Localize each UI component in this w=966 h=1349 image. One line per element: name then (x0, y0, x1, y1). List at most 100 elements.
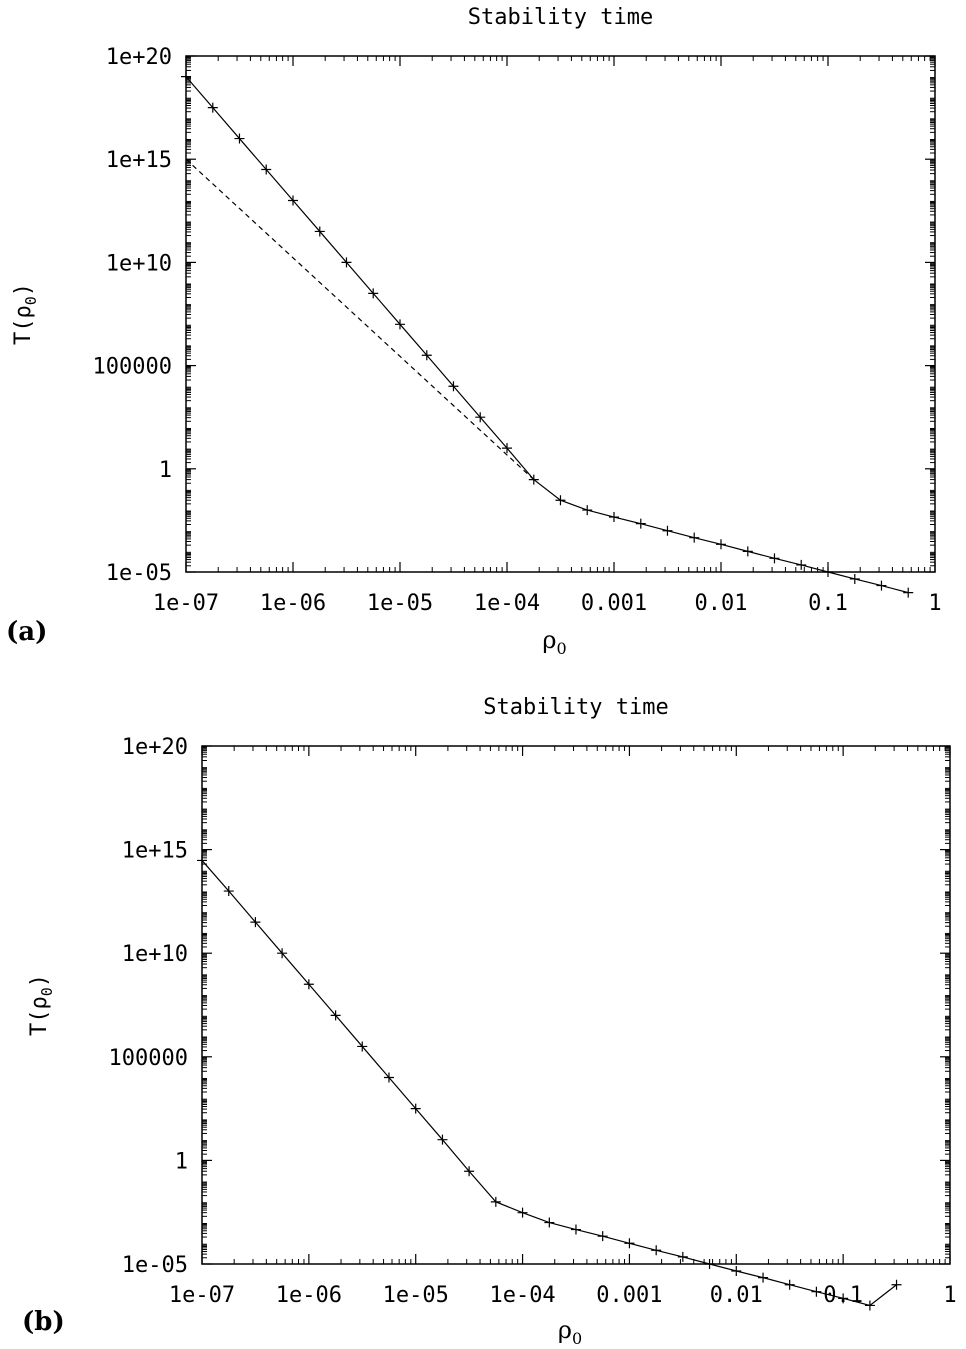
data-point-marker (838, 1293, 849, 1304)
data-point-marker (609, 512, 619, 523)
x-tick-label: 1e-04 (489, 1283, 555, 1308)
x-tick-label: 1e-05 (367, 591, 433, 616)
data-point-marker (528, 474, 539, 485)
y-tick-label: 100000 (109, 1046, 188, 1071)
data-point-marker (811, 1286, 822, 1297)
data-point-marker (368, 288, 379, 299)
series-line-dashed (185, 158, 535, 481)
y-tick-label: 1 (175, 1149, 188, 1174)
x-tick-label: 1e-07 (153, 591, 219, 616)
data-point-marker (555, 495, 566, 506)
x-tick-label: 1e-06 (260, 591, 326, 616)
y-tick-label: 1e+15 (122, 839, 188, 864)
data-point-marker (207, 102, 218, 113)
x-axis-label: ρ0 (558, 1316, 582, 1348)
data-point-marker (903, 587, 914, 598)
data-point-marker (288, 195, 298, 206)
data-point-marker (769, 553, 780, 564)
y-axis-label-base: ρ (27, 996, 52, 1009)
data-point-marker (314, 226, 325, 237)
data-point-marker (784, 1279, 795, 1290)
data-point-marker (277, 948, 288, 959)
data-point-marker (677, 1251, 688, 1262)
x-tick-label: 0.1 (808, 591, 848, 616)
x-tick-label: 1e-05 (383, 1283, 449, 1308)
data-point-marker (517, 1207, 528, 1218)
data-point-marker (410, 1103, 421, 1114)
y-axis-label-sub: 0 (38, 987, 56, 996)
data-point-marker (330, 1010, 341, 1021)
data-point-marker (651, 1245, 662, 1256)
data-point-marker (597, 1231, 608, 1242)
x-axis-label-base: ρ (542, 626, 556, 654)
y-tick-label: 1e-05 (106, 561, 172, 586)
y-tick-label: 1e+15 (106, 148, 172, 173)
data-point-marker (261, 164, 272, 175)
panel-label: (b) (22, 1307, 65, 1337)
y-tick-label: 1e-05 (122, 1253, 188, 1278)
x-axis-label-sub: 0 (572, 1329, 582, 1348)
data-point-marker (891, 1279, 902, 1290)
data-point-marker (341, 257, 352, 268)
panel-label: (a) (6, 617, 47, 647)
series-line-solid (201, 860, 897, 1307)
data-point-marker (197, 855, 207, 866)
data-point-marker (876, 580, 887, 591)
chart-panel-b: 1e-07 1e-06 1e-05 1e-04 0.001 0.01 0.1 11e-0511… (22, 695, 957, 1348)
data-point-marker (758, 1272, 769, 1283)
data-point-marker (437, 1134, 448, 1145)
chart-title: Stability time (483, 695, 668, 720)
chart-panel-a: 1e-07 1e-06 1e-05 1e-04 0.001 0.01 0.1 1 1e-05 1 1… (6, 5, 942, 658)
data-point-marker (662, 525, 673, 536)
data-point-marker (731, 1265, 742, 1276)
series-line-solid (185, 76, 909, 594)
plot-frame (201, 745, 951, 1265)
x-axis-label-base: ρ (558, 1316, 572, 1344)
y-tick-label: 1e+20 (122, 735, 188, 760)
x-tick-label: 0.001 (596, 1283, 662, 1308)
data-point-marker (421, 350, 432, 361)
data-point-marker (716, 539, 726, 550)
x-tick-label: 1 (943, 1283, 956, 1308)
data-point-marker (383, 1072, 394, 1083)
y-tick-label: 1e+10 (122, 942, 188, 967)
data-point-marker (796, 559, 807, 570)
y-axis-label: T(ρ0) (11, 283, 40, 345)
data-point-marker (223, 886, 234, 897)
y-axis-label-sub: 0 (22, 296, 40, 305)
data-point-marker (742, 546, 753, 557)
data-point-marker (357, 1041, 368, 1052)
data-point-marker (464, 1166, 475, 1177)
y-tick-label: 1e+10 (106, 251, 172, 276)
y-axis-label: T(ρ0) (27, 974, 56, 1036)
data-point-marker (502, 443, 512, 454)
y-tick-label: 1e+20 (106, 45, 172, 70)
y-tick-label: 100000 (93, 355, 172, 380)
data-point-marker (490, 1196, 501, 1207)
x-tick-label: 0.01 (710, 1283, 763, 1308)
x-tick-label: 1e-07 (169, 1283, 235, 1308)
x-tick-label: 1e-04 (474, 591, 540, 616)
data-point-marker (395, 319, 405, 330)
data-point-marker (475, 412, 486, 423)
data-point-marker (823, 567, 833, 577)
x-axis-label: ρ0 (542, 626, 566, 658)
y-axis-label-prefix: T( (11, 319, 36, 346)
chart-title: Stability time (468, 5, 653, 30)
data-point-marker (448, 381, 459, 392)
data-point-marker (704, 1259, 715, 1269)
x-tick-label: 0.01 (695, 591, 748, 616)
data-point-marker (303, 979, 314, 990)
data-point-marker (624, 1238, 635, 1249)
x-tick-label: 1 (928, 591, 941, 616)
x-axis-label-sub: 0 (556, 639, 566, 658)
plot-frame (185, 55, 936, 573)
data-point-marker (849, 573, 860, 584)
y-axis-label-suffix: ) (11, 283, 36, 296)
y-axis-label-base: ρ (11, 305, 36, 318)
data-point-marker (635, 518, 646, 529)
data-point-marker (181, 71, 191, 82)
y-axis-label-prefix: T( (27, 1010, 52, 1037)
data-point-marker (689, 532, 700, 543)
